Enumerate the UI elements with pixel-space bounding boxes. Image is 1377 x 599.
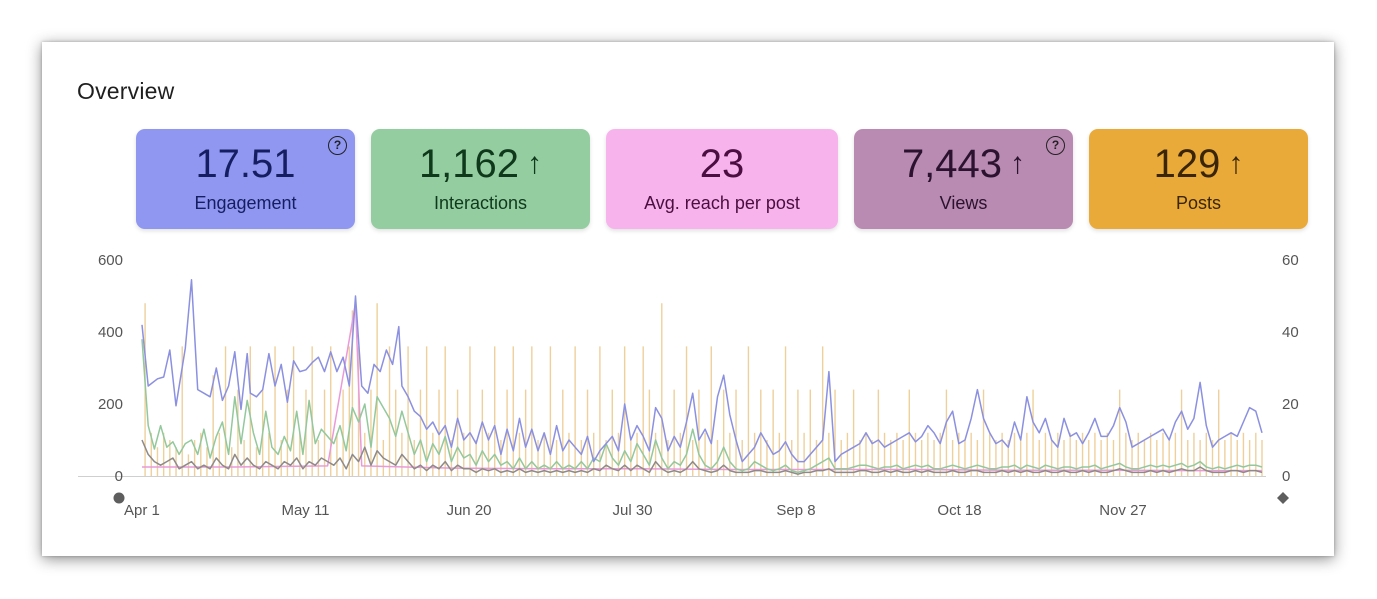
trend-up-arrow-icon: ↑ <box>1228 147 1244 180</box>
metric-number: 17.51 <box>195 142 296 186</box>
metric-card-engagement[interactable]: 17.51 Engagement? <box>136 129 355 229</box>
help-question-icon[interactable]: ? <box>328 136 347 155</box>
metric-card-avg-reach-per-post[interactable]: 23 Avg. reach per post <box>606 129 838 229</box>
x-tick-label: Oct 18 <box>937 502 981 519</box>
y-right-tick-label: 60 <box>1282 252 1299 269</box>
metric-label: Avg. reach per post <box>644 193 800 213</box>
overview-panel: Overview 17.51 Engagement? 1,162 ↑ Interacti… <box>42 42 1334 556</box>
metric-label: Views <box>939 193 988 213</box>
metric-label: Engagement <box>194 193 297 213</box>
y-right-tick-label: 0 <box>1282 468 1290 485</box>
y-right-tick-label: 20 <box>1282 396 1299 413</box>
metric-value: 17.51 <box>136 141 355 187</box>
metric-value: 129 ↑ <box>1089 141 1308 187</box>
reach-line <box>142 302 1262 472</box>
metric-label: Interactions <box>433 193 528 213</box>
x-tick-label: May 11 <box>281 502 329 519</box>
range-end-handle[interactable] <box>1277 492 1289 504</box>
metric-number: 129 <box>1153 142 1221 186</box>
page-title: Overview <box>77 78 175 104</box>
metric-number: 23 <box>699 142 745 186</box>
trend-up-arrow-icon: ↑ <box>527 147 543 180</box>
help-question-icon[interactable]: ? <box>1046 136 1065 155</box>
y-right-tick-label: 40 <box>1282 324 1299 341</box>
metric-card-views[interactable]: 7,443 ↑ Views? <box>854 129 1073 229</box>
views-line <box>141 279 1263 463</box>
x-tick-label: Jul 30 <box>612 502 652 519</box>
y-left-tick-label: 200 <box>98 396 123 413</box>
x-tick-label: Jun 20 <box>446 502 491 519</box>
metric-value: 1,162 ↑ <box>371 141 590 187</box>
y-left-tick-label: 0 <box>115 468 123 485</box>
metric-card-posts[interactable]: 129 ↑ Posts <box>1089 129 1308 229</box>
x-tick-label: Sep 8 <box>776 502 815 519</box>
trend-up-arrow-icon: ↑ <box>1010 147 1026 180</box>
x-tick-label: Nov 27 <box>1099 502 1147 519</box>
metric-value: 23 <box>606 141 838 187</box>
engagement-line <box>141 439 1263 475</box>
metric-label: Posts <box>1175 193 1222 213</box>
y-left-tick-label: 400 <box>98 324 123 341</box>
range-start-handle[interactable] <box>113 492 125 504</box>
interactions-line <box>141 339 1263 474</box>
y-left-tick-label: 600 <box>98 252 123 269</box>
metric-number: 1,162 <box>418 142 520 186</box>
metric-value: 7,443 ↑ <box>854 141 1073 187</box>
metric-number: 7,443 <box>901 142 1003 186</box>
x-tick-label: Apr 1 <box>124 502 160 519</box>
metric-card-interactions[interactable]: 1,162 ↑ Interactions <box>371 129 590 229</box>
